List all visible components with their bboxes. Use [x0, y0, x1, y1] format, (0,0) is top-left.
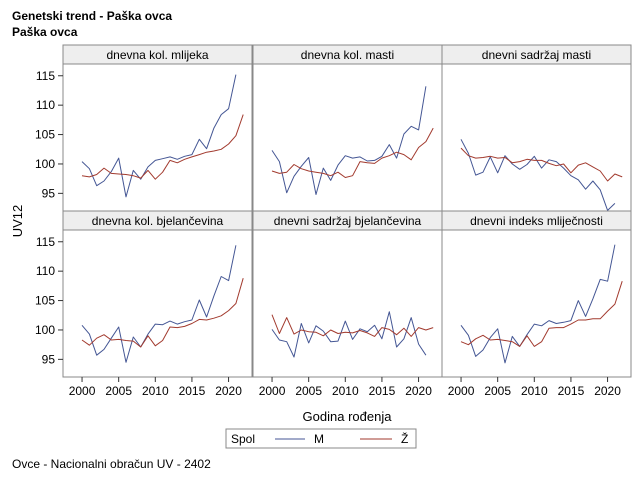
chart-title: Genetski trend - Paška ovca: [12, 9, 173, 23]
legend-label-m: M: [314, 432, 324, 446]
y-tick-label: 115: [36, 235, 55, 249]
panel-frame-dnevni-sadrzaj-masti: [441, 63, 632, 212]
x-tick-label: 2000: [448, 384, 475, 398]
y-axis-label: UV12: [10, 205, 25, 238]
x-tick-label: 2015: [179, 384, 206, 398]
y-tick-label: 110: [36, 98, 55, 112]
x-tick-label: 2020: [215, 384, 242, 398]
y-tick-label: 100: [35, 157, 55, 171]
legend-label-z: Ž: [401, 431, 408, 446]
panel-title-dnevni-sadrzaj-masti: dnevni sadržaj masti: [482, 48, 591, 62]
y-tick-label: 100: [35, 323, 55, 337]
series-line-dnevni-sadrzaj-bjelancevina-z: [271, 314, 434, 337]
panel-frame-dnevni-indeks-mlijecnosti: [441, 229, 632, 378]
x-tick-label: 2005: [484, 384, 511, 398]
panel-title-dnevni-sadrzaj-bjelancevina: dnevni sadržaj bjelančevina: [274, 214, 422, 228]
x-tick-label: 2020: [405, 384, 432, 398]
legend-title: Spol: [231, 432, 255, 446]
series-line-dnevna-kol-mlijeka-z: [81, 114, 244, 180]
series-line-dnevni-sadrzaj-bjelancevina-m: [271, 311, 427, 358]
footer-note: Ovce - Nacionalni obračun UV - 2402: [12, 457, 211, 471]
y-tick-label: 115: [36, 69, 55, 83]
panel-frame-dnevna-kol-mlijeka: [62, 63, 253, 212]
x-tick-label: 2010: [521, 384, 548, 398]
panel-title-dnevna-kol-bjelancevina: dnevna kol. bjelančevina: [92, 214, 224, 228]
chart-subtitle: Paška ovca: [12, 25, 78, 39]
x-tick-label: 2015: [558, 384, 585, 398]
y-tick-label: 95: [42, 352, 56, 366]
panel-frame-dnevna-kol-masti: [252, 63, 443, 212]
x-tick-label: 2005: [105, 384, 132, 398]
x-tick-label: 2005: [295, 384, 322, 398]
panel-title-dnevni-indeks-mlijecnosti: dnevni indeks mliječnosti: [470, 214, 603, 228]
x-tick-label: 2010: [332, 384, 359, 398]
series-line-dnevna-kol-mlijeka-m: [81, 74, 237, 198]
y-tick-label: 105: [35, 294, 55, 308]
x-axis-label: Godina rođenja: [303, 409, 393, 424]
series-line-dnevna-kol-masti-m: [271, 86, 427, 195]
y-tick-label: 110: [36, 264, 55, 278]
panel-frame-dnevna-kol-bjelancevina: [62, 229, 253, 378]
panel-title-dnevna-kol-mlijeka: dnevna kol. mlijeka: [106, 48, 208, 62]
x-tick-label: 2000: [69, 384, 96, 398]
series-line-dnevna-kol-masti-z: [271, 127, 434, 178]
x-tick-label: 2000: [259, 384, 286, 398]
panel-frame-dnevni-sadrzaj-bjelancevina: [252, 229, 443, 378]
series-line-dnevni-sadrzaj-masti-m: [460, 139, 616, 211]
x-tick-label: 2015: [369, 384, 396, 398]
series-line-dnevni-indeks-mlijecnosti-z: [460, 281, 623, 347]
series-line-dnevna-kol-bjelancevina-z: [81, 278, 244, 348]
x-tick-label: 2020: [594, 384, 621, 398]
y-tick-label: 95: [42, 186, 56, 200]
legend-box: [225, 428, 417, 449]
series-line-dnevni-sadrzaj-masti-z: [460, 147, 623, 182]
x-tick-label: 2010: [142, 384, 169, 398]
series-line-dnevna-kol-bjelancevina-m: [81, 245, 237, 363]
series-line-dnevni-indeks-mlijecnosti-m: [460, 244, 616, 364]
panel-title-dnevna-kol-masti: dnevna kol. masti: [301, 48, 394, 62]
y-tick-label: 105: [35, 128, 55, 142]
